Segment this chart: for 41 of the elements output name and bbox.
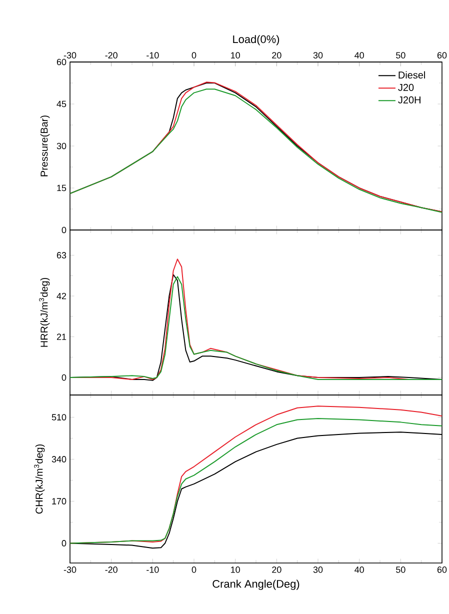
x2-tick-label: 0 [192,52,196,58]
y-axis-title: HRR(kJ/m$^{3}$deg) [39,278,50,347]
x-tick-label: 50 [396,566,406,573]
y-tick-label: 340 [52,456,66,462]
x-tick-label: 40 [354,566,364,573]
y-tick-label: 45 [56,100,66,108]
y-tick-label: 15 [57,184,66,192]
legend-label: J20H [398,96,420,104]
x-tick-label: -10 [146,566,159,573]
x2-tick-label: -20 [105,52,118,58]
x2-tick-label: 30 [313,52,323,58]
x2-tick-label: 20 [272,52,282,58]
y-tick-label: 0 [62,374,66,381]
x-tick-label: -20 [105,566,118,573]
x-tick-label: 0 [192,566,196,573]
x2-tick-label: 40 [354,52,364,58]
x2-tick-label: -30 [64,52,76,58]
y-tick-label: 60 [56,58,66,66]
y-tick-label: 510 [52,414,66,420]
x-tick-label: 60 [437,566,447,573]
y-tick-label: 30 [56,142,66,150]
y-tick-label: 42 [56,292,66,300]
x2-tick-label: -10 [146,52,159,58]
legend-label: Diesel [398,71,425,79]
x-tick-label: 30 [313,566,323,573]
x2-axis-title: Load(0%) [233,35,280,46]
y-tick-label: 0 [62,540,66,546]
x2-tick-label: 10 [231,52,240,58]
y-tick-label: 21 [56,334,66,340]
x-tick-label: 10 [231,566,240,573]
legend-label: J20 [398,84,414,91]
y-axis-title: Pressure(Bar) [40,116,50,176]
y-tick-label: 63 [56,252,66,258]
x2-tick-label: 60 [437,52,447,58]
y-tick-label: 0 [62,226,66,234]
y-axis-title: CHR(kJ/m$^{3}$deg) [34,444,45,514]
y-tick-label: 170 [52,498,66,504]
x-tick-label: -30 [64,566,76,573]
x2-tick-label: 50 [396,52,406,58]
x-tick-label: 20 [272,566,282,573]
x-axis-title: Crank Angle(Deg) [212,580,300,590]
